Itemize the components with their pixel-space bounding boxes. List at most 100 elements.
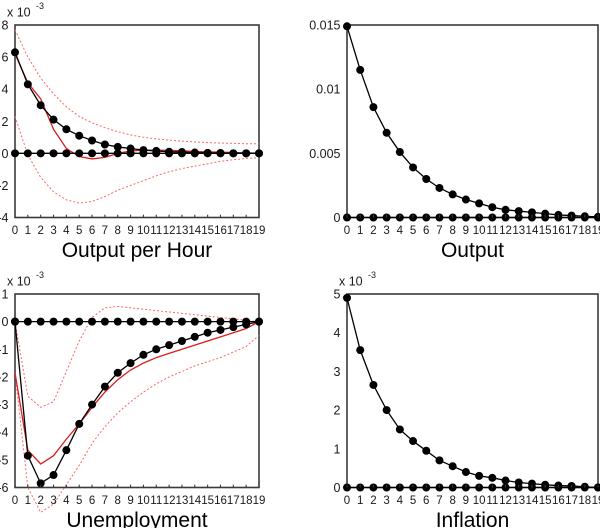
svg-text:13: 13 [176,495,189,507]
svg-text:16: 16 [552,495,565,507]
svg-text:17: 17 [565,225,578,237]
svg-text:14: 14 [188,225,201,237]
svg-text:9: 9 [127,225,133,237]
svg-text:0.01: 0.01 [316,83,340,97]
svg-text:8: 8 [449,225,455,237]
svg-text:x 10: x 10 [339,275,363,289]
svg-text:6: 6 [2,51,9,65]
svg-text:9: 9 [463,495,469,507]
svg-text:12: 12 [163,495,176,507]
svg-text:-2: -2 [0,370,9,384]
svg-text:-3: -3 [0,398,9,412]
svg-text:12: 12 [163,225,176,237]
svg-text:0: 0 [344,225,350,237]
svg-text:9: 9 [463,225,469,237]
svg-text:Unemployment: Unemployment [66,509,207,528]
svg-text:18: 18 [578,225,591,237]
svg-text:0: 0 [12,495,18,507]
svg-text:13: 13 [176,225,189,237]
svg-text:8: 8 [2,19,9,33]
svg-text:5: 5 [334,288,341,302]
svg-text:0.015: 0.015 [309,19,340,33]
svg-text:17: 17 [227,495,240,507]
svg-text:2: 2 [2,115,9,129]
svg-text:4: 4 [397,495,404,507]
svg-text:14: 14 [526,495,539,507]
svg-text:15: 15 [201,495,214,507]
svg-text:12: 12 [499,225,512,237]
svg-text:13: 13 [512,495,525,507]
svg-text:7: 7 [102,495,108,507]
svg-text:0: 0 [334,481,341,495]
svg-text:7: 7 [436,495,442,507]
svg-text:-5: -5 [0,453,9,467]
svg-text:8: 8 [449,495,455,507]
svg-text:11: 11 [486,225,498,237]
svg-text:10: 10 [137,225,150,237]
svg-text:3: 3 [334,365,341,379]
svg-text:1: 1 [357,495,363,507]
svg-text:11: 11 [486,495,498,507]
svg-text:Output: Output [441,239,504,262]
svg-text:15: 15 [539,495,552,507]
svg-text:10: 10 [473,495,486,507]
svg-text:0: 0 [2,315,9,329]
svg-text:1: 1 [25,225,31,237]
svg-text:2: 2 [370,225,376,237]
svg-text:4: 4 [63,225,70,237]
svg-text:3: 3 [383,495,389,507]
svg-text:18: 18 [578,495,591,507]
svg-text:8: 8 [115,495,121,507]
svg-text:6: 6 [423,225,429,237]
svg-text:5: 5 [76,225,82,237]
svg-text:1: 1 [357,225,363,237]
svg-text:14: 14 [526,225,539,237]
svg-text:-1: -1 [0,343,9,357]
svg-text:-6: -6 [0,481,9,495]
svg-text:12: 12 [499,495,512,507]
svg-text:x 10: x 10 [7,275,31,289]
svg-text:x 10: x 10 [7,6,31,20]
svg-text:3: 3 [50,225,56,237]
svg-text:0: 0 [334,211,341,225]
svg-text:2: 2 [37,225,43,237]
svg-text:16: 16 [214,495,227,507]
svg-text:-4: -4 [0,211,9,225]
svg-text:-4: -4 [0,426,9,440]
svg-text:16: 16 [214,225,227,237]
svg-text:-3: -3 [36,270,44,280]
svg-text:7: 7 [102,225,108,237]
svg-text:-3: -3 [368,270,376,280]
svg-text:Output per Hour: Output per Hour [62,239,213,262]
svg-text:-2: -2 [0,179,9,193]
svg-text:1: 1 [2,288,9,302]
svg-text:11: 11 [150,495,162,507]
svg-text:8: 8 [115,225,121,237]
svg-text:19: 19 [592,495,600,507]
svg-text:19: 19 [592,225,600,237]
svg-text:6: 6 [423,495,429,507]
svg-text:1: 1 [334,442,341,456]
svg-text:9: 9 [127,495,133,507]
svg-text:14: 14 [188,495,201,507]
svg-text:0: 0 [2,147,9,161]
svg-text:0.005: 0.005 [309,147,340,161]
svg-text:13: 13 [512,225,525,237]
svg-text:19: 19 [253,495,266,507]
svg-text:15: 15 [539,225,552,237]
svg-text:5: 5 [76,495,82,507]
svg-text:10: 10 [137,495,150,507]
svg-text:6: 6 [89,495,95,507]
svg-text:10: 10 [473,225,486,237]
svg-text:17: 17 [565,495,578,507]
svg-text:Inflation: Inflation [436,509,510,528]
svg-text:5: 5 [410,495,416,507]
svg-text:19: 19 [253,225,266,237]
svg-text:18: 18 [240,225,253,237]
svg-text:15: 15 [201,225,214,237]
svg-text:0: 0 [12,225,18,237]
svg-text:6: 6 [89,225,95,237]
svg-text:2: 2 [334,404,341,418]
svg-text:4: 4 [334,326,341,340]
svg-text:11: 11 [150,225,162,237]
